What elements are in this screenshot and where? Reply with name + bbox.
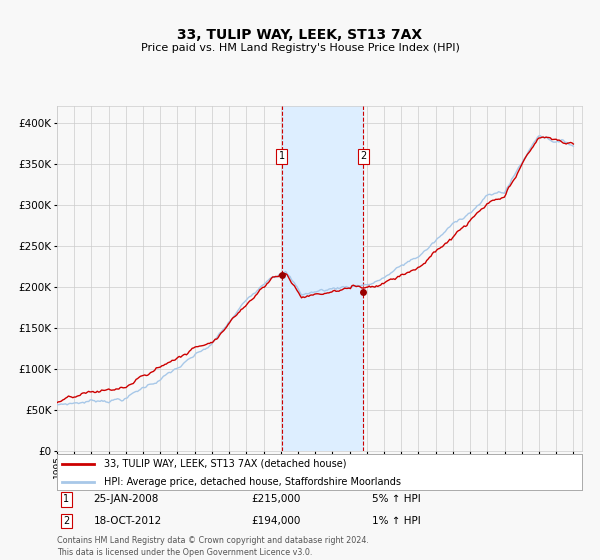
Text: HPI: Average price, detached house, Staffordshire Moorlands: HPI: Average price, detached house, Staf… xyxy=(104,477,401,487)
Text: Contains HM Land Registry data © Crown copyright and database right 2024.
This d: Contains HM Land Registry data © Crown c… xyxy=(57,536,369,557)
Text: 1: 1 xyxy=(279,151,285,161)
Text: 2: 2 xyxy=(64,516,70,526)
Text: £215,000: £215,000 xyxy=(251,494,301,505)
Text: 2: 2 xyxy=(360,151,367,161)
Text: £194,000: £194,000 xyxy=(251,516,301,526)
Text: 5% ↑ HPI: 5% ↑ HPI xyxy=(372,494,421,505)
Text: 18-OCT-2012: 18-OCT-2012 xyxy=(94,516,162,526)
Text: 33, TULIP WAY, LEEK, ST13 7AX: 33, TULIP WAY, LEEK, ST13 7AX xyxy=(178,28,422,42)
Text: 1% ↑ HPI: 1% ↑ HPI xyxy=(372,516,421,526)
Text: 25-JAN-2008: 25-JAN-2008 xyxy=(94,494,159,505)
Bar xyxy=(282,106,364,451)
Text: Price paid vs. HM Land Registry's House Price Index (HPI): Price paid vs. HM Land Registry's House … xyxy=(140,43,460,53)
Text: 33, TULIP WAY, LEEK, ST13 7AX (detached house): 33, TULIP WAY, LEEK, ST13 7AX (detached … xyxy=(104,459,347,469)
Text: 1: 1 xyxy=(64,494,70,505)
